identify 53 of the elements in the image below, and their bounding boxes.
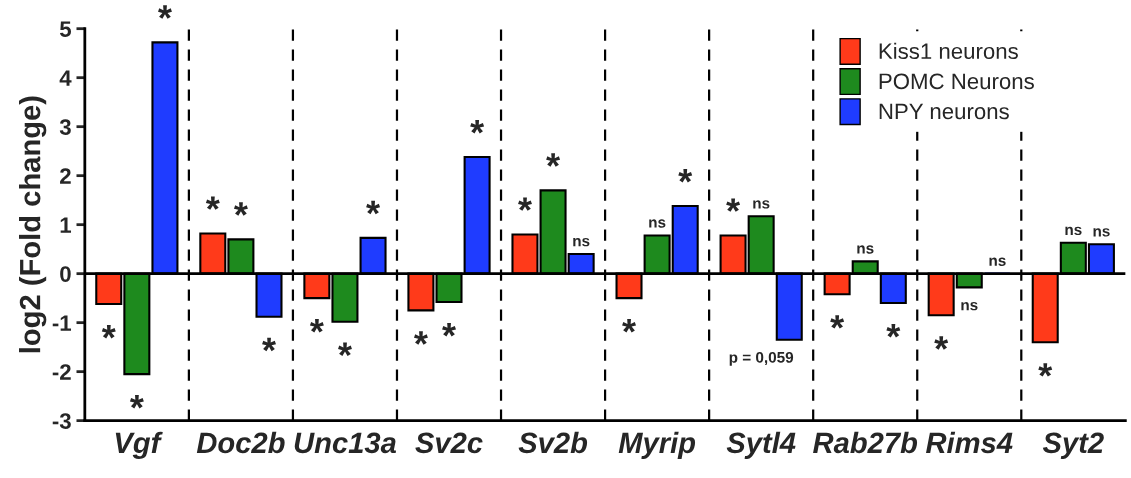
data-label: * — [413, 331, 428, 345]
x-tick-label: Syt2 — [1042, 432, 1104, 459]
x-tick-label: Vgf — [115, 431, 163, 459]
data-label: ns — [573, 237, 590, 247]
x-tick-label: Sv2c — [415, 432, 483, 454]
data-label: ns — [989, 257, 1006, 266]
data-label: * — [233, 202, 248, 216]
x-tick-label: Sv2b — [518, 431, 588, 454]
data-label: * — [886, 323, 901, 338]
data-label: ns — [1093, 228, 1110, 237]
y-tick-label: 0 — [60, 266, 71, 282]
data-label: * — [262, 337, 276, 352]
y-tick-label: 3 — [59, 119, 71, 135]
y-tick-label: 2 — [60, 168, 71, 184]
legend-label: Kiss1 neurons — [879, 42, 1018, 60]
y-axis-title: log2 (Fold change) — [19, 96, 47, 353]
data-label: ns — [857, 245, 874, 254]
data-label: * — [366, 200, 381, 215]
y-tick-label: 4 — [59, 70, 72, 86]
x-tick-label: Rims4 — [926, 431, 1013, 454]
data-label: * — [678, 169, 693, 183]
data-label: * — [830, 315, 845, 329]
legend-label: POMC Neurons — [879, 73, 1034, 90]
x-tick-label: Rab27b — [813, 431, 918, 454]
data-label: * — [338, 342, 352, 357]
data-label: * — [622, 319, 637, 333]
data-label: * — [442, 323, 456, 337]
x-tick-label: Unc13a — [294, 432, 396, 454]
data-label: * — [518, 197, 532, 211]
data-label: * — [1038, 363, 1053, 377]
x-tick-label: Sytl4 — [726, 431, 796, 459]
data-label: * — [934, 336, 949, 350]
data-label: * — [726, 198, 741, 212]
y-tick-label: -2 — [52, 364, 71, 380]
data-label: ns — [753, 200, 770, 209]
y-tick-label: -3 — [52, 413, 71, 429]
y-tick-label: 5 — [59, 21, 72, 37]
x-tick-label: Myrip — [618, 431, 696, 459]
data-label: ns — [1065, 226, 1082, 236]
y-tick-label: -1 — [52, 315, 72, 331]
data-label: * — [158, 5, 172, 19]
data-label: * — [470, 120, 485, 134]
data-label: * — [205, 196, 220, 210]
annotation: p = 0,059 — [729, 351, 794, 366]
legend-label: NPY neurons — [879, 103, 1009, 120]
data-label: * — [546, 153, 561, 167]
data-label: * — [101, 324, 116, 339]
data-label: * — [309, 319, 324, 333]
y-tick-label: 1 — [60, 217, 72, 233]
x-tick-label: Doc2b — [196, 431, 285, 454]
data-label: ns — [649, 219, 666, 228]
data-label: * — [129, 395, 144, 409]
data-label: ns — [961, 301, 978, 311]
